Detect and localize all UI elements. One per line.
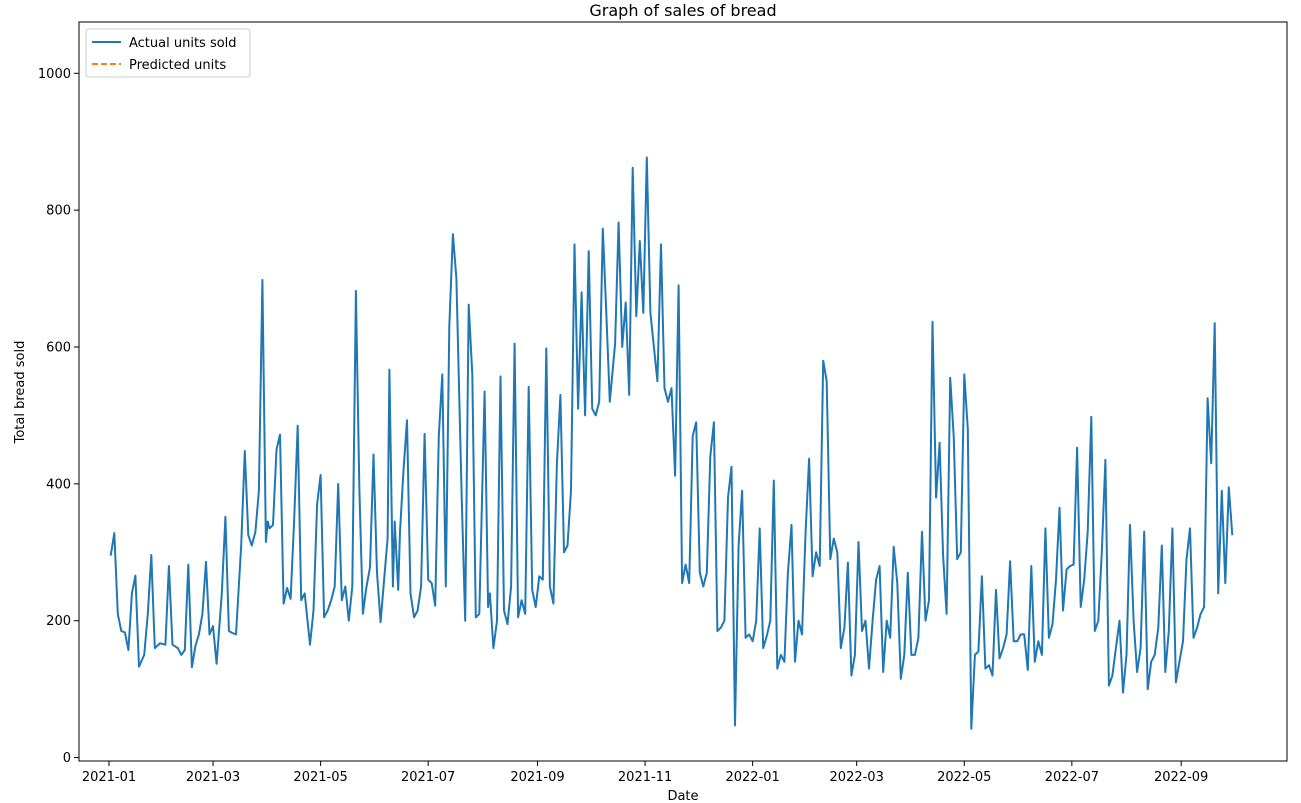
y-tick-label-0: 0 <box>63 751 71 766</box>
x-tick-label-5: 2021-11 <box>618 770 672 785</box>
x-tick-label-3: 2021-07 <box>401 770 455 785</box>
x-axis-label: Date <box>667 789 698 803</box>
y-tick-label-4: 800 <box>46 204 71 219</box>
x-tick-label-1: 2021-03 <box>186 770 240 785</box>
y-tick-label-1: 200 <box>46 614 71 629</box>
y-tick-label-2: 400 <box>46 477 71 492</box>
x-tick-label-4: 2021-09 <box>510 770 564 785</box>
y-axis-label: Total bread sold <box>13 341 28 445</box>
x-tick-label-6: 2022-01 <box>725 770 779 785</box>
x-tick-label-7: 2022-03 <box>830 770 884 785</box>
y-tick-label-5: 1000 <box>38 67 71 82</box>
x-tick-label-9: 2022-07 <box>1045 770 1099 785</box>
x-tick-label-0: 2021-01 <box>82 770 136 785</box>
x-tick-label-2: 2021-05 <box>293 770 347 785</box>
x-tick-label-8: 2022-05 <box>937 770 991 785</box>
legend-actual-label: Actual units sold <box>129 36 237 51</box>
chart-title: Graph of sales of bread <box>589 1 776 20</box>
plot-lines <box>109 156 1234 730</box>
plot-frame <box>78 21 1288 762</box>
legend-predicted-label: Predicted units <box>129 58 226 73</box>
series-line-0 <box>109 156 1234 730</box>
legend: Actual units sold Predicted units <box>85 28 251 78</box>
legend-box <box>85 28 251 78</box>
y-axis: 0 200 400 600 800 1000 <box>38 67 79 766</box>
y-tick-label-3: 600 <box>46 341 71 356</box>
x-axis: 2021-01 2021-03 2021-05 2021-07 2021-09 2021-… <box>82 761 1208 785</box>
x-tick-label-10: 2022-09 <box>1154 770 1208 785</box>
